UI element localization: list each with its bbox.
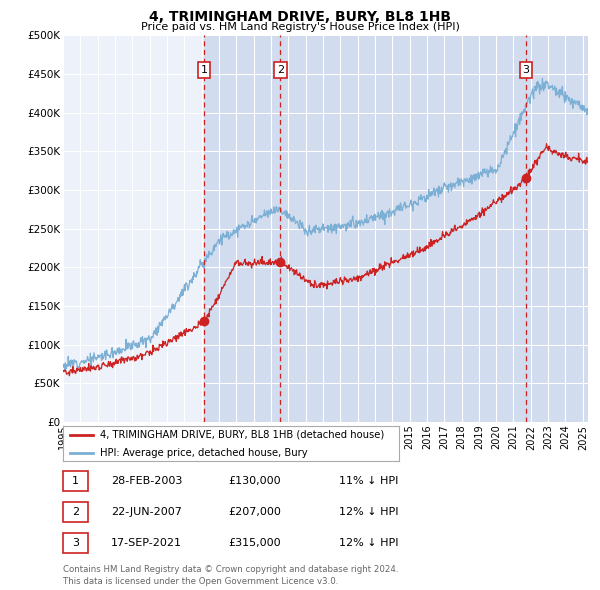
Text: Contains HM Land Registry data © Crown copyright and database right 2024.: Contains HM Land Registry data © Crown c… bbox=[63, 565, 398, 574]
Text: 1: 1 bbox=[201, 65, 208, 75]
Text: £315,000: £315,000 bbox=[228, 538, 281, 548]
Text: 12% ↓ HPI: 12% ↓ HPI bbox=[339, 538, 398, 548]
Text: 4, TRIMINGHAM DRIVE, BURY, BL8 1HB: 4, TRIMINGHAM DRIVE, BURY, BL8 1HB bbox=[149, 10, 451, 24]
Text: 11% ↓ HPI: 11% ↓ HPI bbox=[339, 477, 398, 486]
Text: 17-SEP-2021: 17-SEP-2021 bbox=[111, 538, 182, 548]
Text: 22-JUN-2007: 22-JUN-2007 bbox=[111, 507, 182, 517]
Bar bbox=[204, 35, 280, 422]
Text: 28-FEB-2003: 28-FEB-2003 bbox=[111, 477, 182, 486]
Text: 2: 2 bbox=[72, 507, 79, 517]
Bar bbox=[526, 35, 588, 422]
Text: 3: 3 bbox=[72, 538, 79, 548]
Text: 1: 1 bbox=[72, 477, 79, 486]
Text: HPI: Average price, detached house, Bury: HPI: Average price, detached house, Bury bbox=[100, 448, 308, 457]
Text: 2: 2 bbox=[277, 65, 284, 75]
Text: £207,000: £207,000 bbox=[228, 507, 281, 517]
Text: £130,000: £130,000 bbox=[228, 477, 281, 486]
Text: 3: 3 bbox=[523, 65, 529, 75]
Text: 4, TRIMINGHAM DRIVE, BURY, BL8 1HB (detached house): 4, TRIMINGHAM DRIVE, BURY, BL8 1HB (deta… bbox=[100, 430, 384, 440]
Text: Price paid vs. HM Land Registry's House Price Index (HPI): Price paid vs. HM Land Registry's House … bbox=[140, 22, 460, 32]
Text: 12% ↓ HPI: 12% ↓ HPI bbox=[339, 507, 398, 517]
Bar bbox=[280, 35, 526, 422]
Text: This data is licensed under the Open Government Licence v3.0.: This data is licensed under the Open Gov… bbox=[63, 577, 338, 586]
